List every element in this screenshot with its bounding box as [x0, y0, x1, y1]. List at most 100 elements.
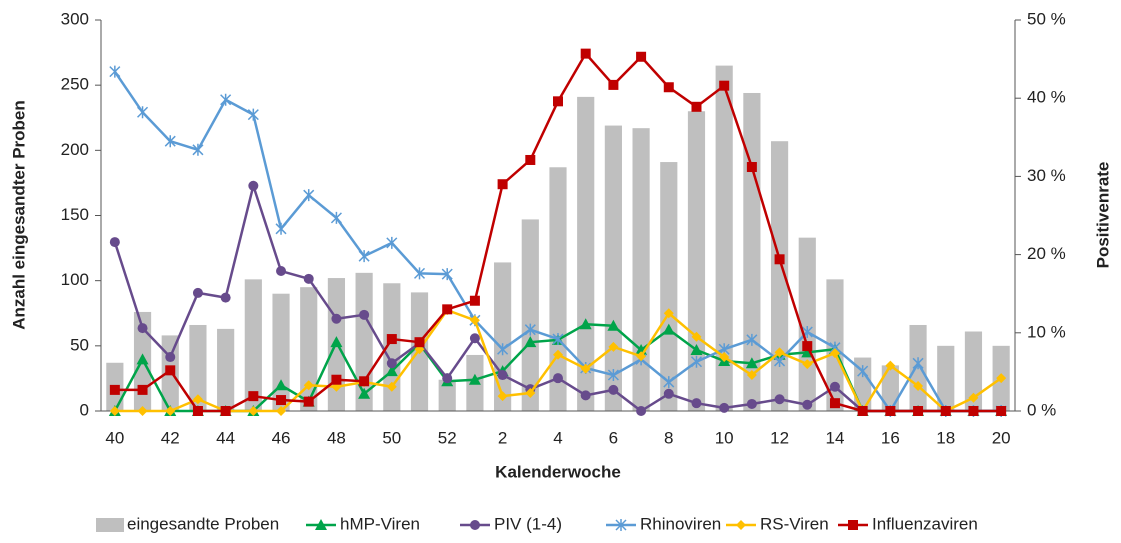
- marker: [608, 341, 619, 352]
- y2-tick-label: 10 %: [1027, 322, 1066, 341]
- marker: [968, 406, 979, 416]
- legend-label: Rhinoviren: [640, 514, 721, 533]
- x-tick-label: 14: [826, 428, 845, 447]
- x-axis-title: Kalenderwoche: [495, 462, 621, 481]
- marker: [386, 236, 398, 249]
- y2-tick-label: 50 %: [1027, 9, 1066, 28]
- marker: [829, 398, 840, 409]
- marker: [857, 365, 869, 378]
- marker: [691, 331, 702, 342]
- marker: [525, 154, 536, 165]
- x-tick-label: 42: [161, 428, 180, 447]
- bar: [770, 141, 789, 411]
- marker: [469, 333, 480, 344]
- marker: [663, 308, 674, 319]
- marker: [192, 143, 204, 156]
- bar: [438, 379, 456, 411]
- marker: [248, 391, 259, 402]
- y-tick-label: 200: [61, 140, 89, 159]
- marker: [109, 406, 120, 416]
- marker: [524, 336, 537, 348]
- legend-label: RS-Viren: [760, 514, 829, 533]
- bar: [881, 365, 899, 411]
- legend-marker: [615, 519, 627, 531]
- marker: [165, 352, 176, 363]
- marker: [164, 135, 176, 148]
- x-tick-label: 20: [992, 428, 1011, 447]
- marker: [303, 396, 314, 407]
- marker: [303, 380, 314, 391]
- marker: [220, 292, 231, 303]
- bar: [577, 96, 595, 411]
- marker: [165, 406, 176, 416]
- x-tick-label: 6: [609, 428, 618, 447]
- y-axis-title: Anzahl eingesandter Proben: [9, 100, 28, 330]
- bar: [937, 345, 955, 411]
- marker: [746, 398, 757, 409]
- marker: [553, 373, 563, 384]
- marker: [580, 363, 591, 374]
- bar: [244, 279, 262, 411]
- marker: [469, 295, 480, 306]
- marker: [940, 406, 951, 416]
- marker: [885, 406, 896, 416]
- marker: [829, 381, 840, 392]
- marker: [802, 359, 813, 370]
- marker: [109, 237, 120, 248]
- marker: [607, 369, 619, 382]
- x-tick-label: 40: [105, 428, 124, 447]
- marker: [275, 379, 288, 391]
- marker: [442, 304, 453, 315]
- marker: [719, 352, 730, 363]
- legend-marker: [736, 520, 746, 530]
- marker: [802, 341, 813, 352]
- marker: [137, 106, 149, 119]
- marker: [497, 343, 509, 356]
- marker: [663, 376, 675, 389]
- marker: [580, 48, 591, 59]
- marker: [220, 93, 232, 106]
- x-tick-label: 18: [936, 428, 955, 447]
- marker: [386, 358, 397, 369]
- y-tick-label: 100: [61, 270, 89, 289]
- bar: [272, 293, 290, 411]
- legend-label: hMP-Viren: [340, 514, 420, 533]
- marker: [247, 108, 259, 121]
- y2-tick-label: 30 %: [1027, 166, 1066, 185]
- marker: [303, 273, 314, 284]
- marker: [442, 373, 453, 384]
- marker: [248, 406, 259, 416]
- marker: [276, 395, 287, 406]
- bar: [300, 287, 318, 411]
- bar: [632, 128, 650, 411]
- marker: [552, 333, 564, 346]
- marker: [968, 392, 979, 403]
- marker: [663, 388, 674, 399]
- marker: [192, 287, 203, 298]
- marker: [580, 390, 591, 401]
- marker: [774, 347, 785, 358]
- marker: [275, 222, 287, 235]
- y2-tick-label: 20 %: [1027, 244, 1066, 263]
- marker: [468, 373, 481, 385]
- y-tick-label: 0: [80, 400, 89, 419]
- marker: [579, 318, 592, 330]
- marker: [358, 250, 370, 263]
- marker: [885, 360, 896, 371]
- bar: [743, 92, 761, 411]
- legend-swatch: [96, 518, 124, 532]
- marker: [636, 351, 647, 362]
- marker: [912, 357, 924, 370]
- marker: [330, 336, 343, 348]
- marker: [469, 315, 480, 326]
- x-tick-label: 4: [553, 428, 562, 447]
- marker: [441, 268, 453, 281]
- legend-label: Influenzaviren: [872, 514, 978, 533]
- y-tick-label: 300: [61, 9, 89, 28]
- marker: [385, 365, 398, 377]
- marker: [413, 267, 426, 280]
- marker: [719, 402, 730, 413]
- marker: [109, 384, 120, 395]
- legend-marker: [315, 519, 327, 530]
- y-tick-label: 150: [61, 205, 89, 224]
